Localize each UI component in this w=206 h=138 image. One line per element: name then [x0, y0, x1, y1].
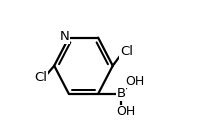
Text: B: B — [116, 87, 125, 100]
Text: OH: OH — [126, 75, 145, 88]
Text: N: N — [60, 30, 70, 43]
Text: Cl: Cl — [120, 45, 133, 58]
Text: OH: OH — [116, 105, 135, 118]
Text: Cl: Cl — [34, 71, 47, 84]
